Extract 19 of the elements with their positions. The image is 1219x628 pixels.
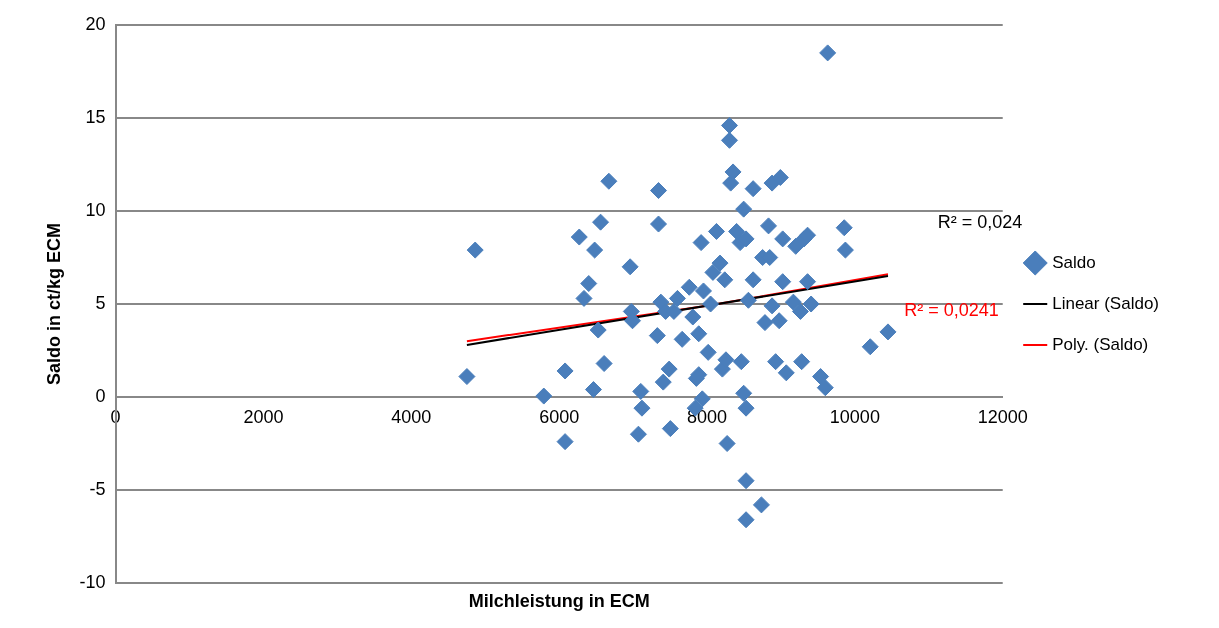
legend-label: Saldo xyxy=(1052,252,1096,272)
x-tick-label: 6000 xyxy=(539,406,580,427)
legend-label: Linear (Saldo) xyxy=(1052,293,1159,313)
x-tick-label: 2000 xyxy=(243,406,284,427)
x-tick-label: 12000 xyxy=(977,406,1028,427)
x-tick-label: 4000 xyxy=(391,406,432,427)
legend-label: Poly. (Saldo) xyxy=(1052,334,1149,354)
x-axis-title: Milchleistung in ECM xyxy=(468,590,650,611)
x-tick-label: 10000 xyxy=(829,406,880,427)
y-tick-label: 15 xyxy=(85,106,106,127)
annotation: R² = 0,024 xyxy=(937,211,1023,232)
y-axis-title: Saldo in ct/kg ECM xyxy=(43,222,64,386)
y-tick-label: 5 xyxy=(95,292,106,313)
y-tick-label: -5 xyxy=(89,478,106,499)
y-tick-label: 10 xyxy=(85,199,106,220)
annotation: R² = 0,0241 xyxy=(904,299,999,320)
y-tick-label: 0 xyxy=(95,385,106,406)
y-tick-label: -10 xyxy=(79,571,106,592)
y-tick-label: 20 xyxy=(85,13,106,34)
